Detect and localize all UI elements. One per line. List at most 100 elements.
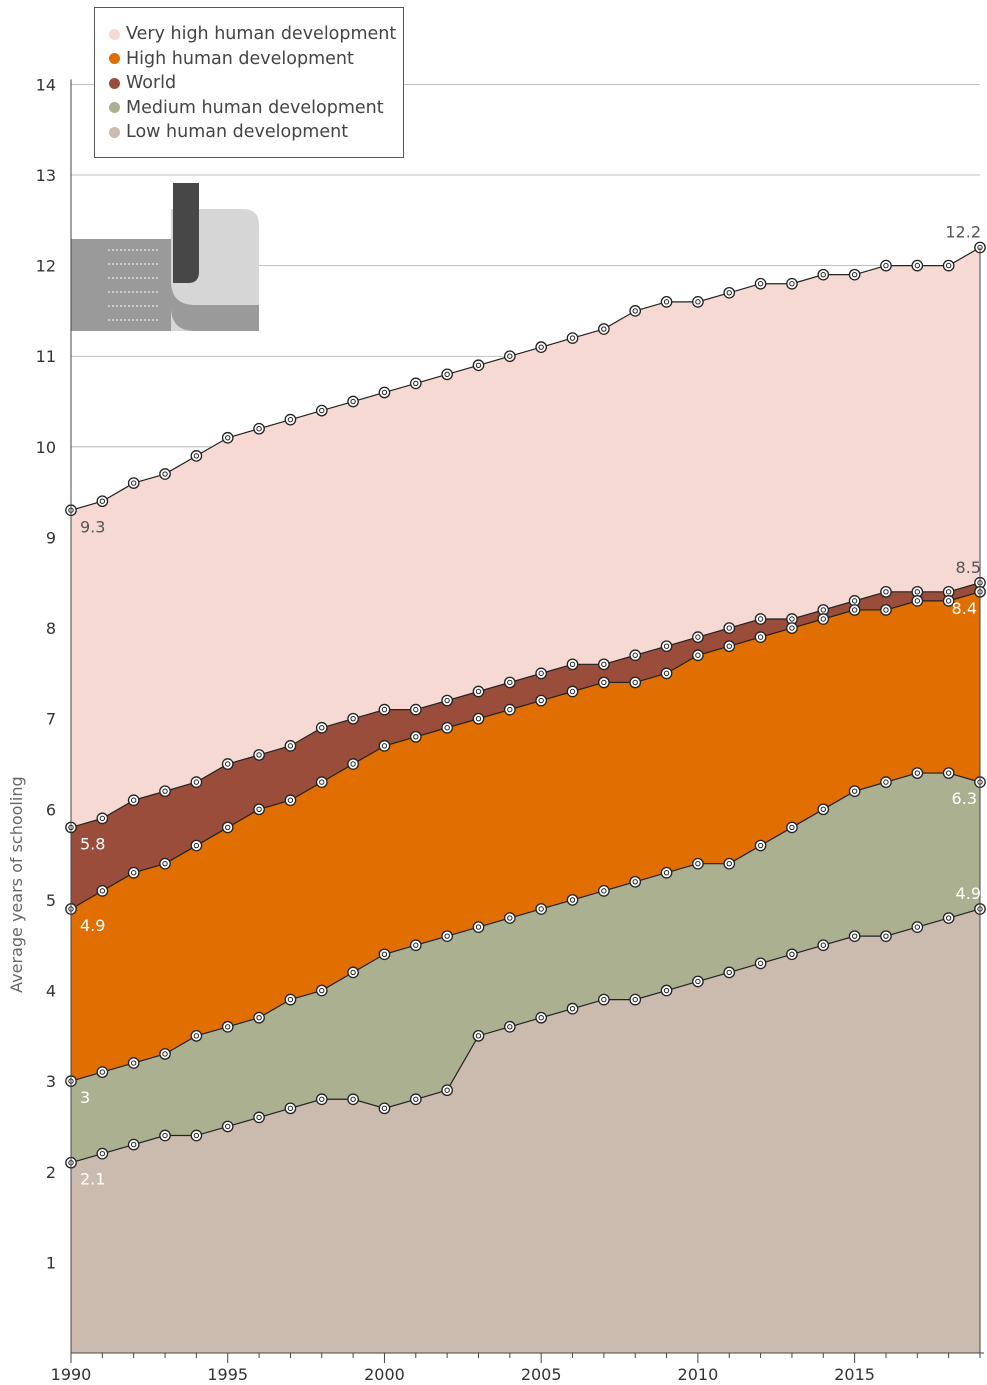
data-point bbox=[849, 931, 859, 941]
legend-item: High human development bbox=[109, 47, 403, 72]
data-label: 5.8 bbox=[80, 834, 105, 853]
legend-label: Very high human development bbox=[126, 24, 396, 44]
data-point bbox=[317, 777, 327, 787]
data-point bbox=[787, 822, 797, 832]
data-point bbox=[536, 904, 546, 914]
data-point bbox=[599, 886, 609, 896]
data-point bbox=[379, 704, 389, 714]
data-point bbox=[411, 732, 421, 742]
data-point bbox=[160, 786, 170, 796]
data-point bbox=[348, 713, 358, 723]
data-point bbox=[693, 858, 703, 868]
x-tick-label: 1995 bbox=[207, 1365, 248, 1384]
legend-swatch bbox=[109, 127, 120, 138]
y-tick-label: 7 bbox=[46, 710, 56, 729]
data-point bbox=[128, 1139, 138, 1149]
y-tick-label: 9 bbox=[46, 528, 56, 547]
data-point bbox=[223, 822, 233, 832]
data-point bbox=[505, 351, 515, 361]
data-point bbox=[787, 279, 797, 289]
data-point bbox=[787, 623, 797, 633]
data-point bbox=[285, 795, 295, 805]
data-point bbox=[724, 967, 734, 977]
data-point bbox=[755, 840, 765, 850]
legend-swatch bbox=[109, 29, 120, 40]
data-point bbox=[254, 804, 264, 814]
data-point bbox=[191, 1031, 201, 1041]
data-point bbox=[567, 895, 577, 905]
data-point bbox=[536, 695, 546, 705]
legend-item: Very high human development bbox=[109, 22, 403, 47]
data-point bbox=[379, 741, 389, 751]
data-point bbox=[254, 1112, 264, 1122]
data-point bbox=[348, 396, 358, 406]
data-point bbox=[473, 686, 483, 696]
data-point bbox=[818, 614, 828, 624]
y-tick-label: 12 bbox=[36, 257, 56, 276]
data-point bbox=[317, 1094, 327, 1104]
x-tick-label: 2015 bbox=[834, 1365, 875, 1384]
data-point bbox=[755, 279, 765, 289]
data-point bbox=[160, 858, 170, 868]
data-point bbox=[473, 360, 483, 370]
legend-label: Low human development bbox=[126, 122, 348, 142]
y-tick-label: 14 bbox=[36, 75, 56, 94]
data-label: 4.9 bbox=[956, 884, 981, 903]
data-point bbox=[285, 1103, 295, 1113]
data-point bbox=[630, 994, 640, 1004]
data-point bbox=[442, 369, 452, 379]
data-point bbox=[849, 786, 859, 796]
data-point bbox=[317, 405, 327, 415]
data-point bbox=[191, 451, 201, 461]
data-point bbox=[442, 723, 452, 733]
data-point bbox=[128, 478, 138, 488]
data-point bbox=[943, 913, 953, 923]
data-point bbox=[97, 1148, 107, 1158]
data-point bbox=[912, 596, 922, 606]
data-point bbox=[881, 587, 891, 597]
data-point bbox=[567, 686, 577, 696]
data-point bbox=[630, 877, 640, 887]
data-point bbox=[160, 1049, 170, 1059]
data-point bbox=[97, 813, 107, 823]
legend-swatch bbox=[109, 53, 120, 64]
legend-label: High human development bbox=[126, 49, 354, 69]
data-point bbox=[536, 342, 546, 352]
x-tick-label: 1990 bbox=[51, 1365, 92, 1384]
data-point bbox=[630, 677, 640, 687]
legend-item: Medium human development bbox=[109, 96, 403, 121]
data-point bbox=[849, 605, 859, 615]
data-point bbox=[787, 949, 797, 959]
legend-item: Low human development bbox=[109, 120, 403, 145]
data-point bbox=[97, 496, 107, 506]
data-point bbox=[411, 704, 421, 714]
data-point bbox=[254, 424, 264, 434]
data-point bbox=[599, 324, 609, 334]
data-point bbox=[567, 1003, 577, 1013]
data-point bbox=[881, 260, 891, 270]
data-point bbox=[755, 958, 765, 968]
data-point bbox=[128, 868, 138, 878]
data-point bbox=[442, 931, 452, 941]
data-point bbox=[317, 985, 327, 995]
data-point bbox=[411, 378, 421, 388]
data-point bbox=[724, 641, 734, 651]
legend-label: World bbox=[126, 73, 176, 93]
data-point bbox=[536, 1013, 546, 1023]
y-tick-label: 5 bbox=[46, 891, 56, 910]
data-point bbox=[379, 387, 389, 397]
folded-page-icon bbox=[71, 183, 259, 331]
y-tick-label: 13 bbox=[36, 166, 56, 185]
data-label: 8.5 bbox=[956, 558, 981, 577]
data-label: 6.3 bbox=[952, 789, 977, 808]
data-point bbox=[505, 704, 515, 714]
data-point bbox=[661, 297, 671, 307]
data-point bbox=[567, 333, 577, 343]
data-point bbox=[160, 469, 170, 479]
data-point bbox=[97, 886, 107, 896]
data-point bbox=[661, 668, 671, 678]
y-tick-label: 1 bbox=[46, 1253, 56, 1272]
data-point bbox=[693, 976, 703, 986]
legend-item: World bbox=[109, 71, 403, 96]
data-label: 9.3 bbox=[80, 517, 105, 536]
